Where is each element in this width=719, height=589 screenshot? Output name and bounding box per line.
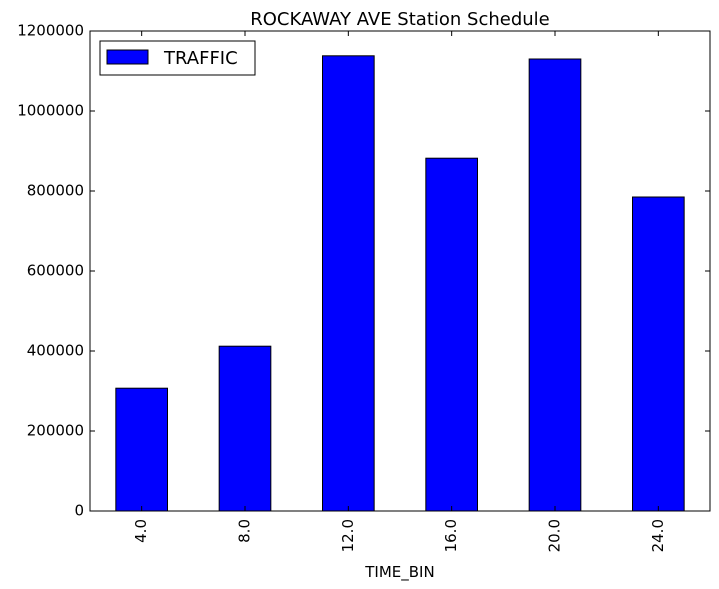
x-tick-label: 16.0: [442, 519, 460, 552]
bar-20.0: [528, 58, 582, 512]
y-tick-label: 200000: [27, 422, 84, 440]
legend-swatch: [106, 49, 149, 65]
y-axis: 0 200000 400000 600000 800000 1000000 1200000: [17, 22, 710, 520]
x-tick-label: 4.0: [132, 519, 150, 543]
y-tick-label: 600000: [27, 262, 84, 280]
x-tick-label: 8.0: [236, 519, 254, 543]
bar-4.0: [115, 387, 169, 512]
bar-24.0: [632, 196, 685, 512]
y-tick-label: 800000: [27, 182, 84, 200]
legend: TRAFFIC: [99, 40, 256, 76]
y-tick-label: 400000: [27, 342, 84, 360]
y-tick-label: 1200000: [17, 22, 84, 40]
y-tick-label: 0: [74, 502, 84, 520]
x-tick-label: 24.0: [649, 519, 667, 552]
plot-frame: [89, 30, 711, 512]
x-axis-label: TIME_BIN: [364, 563, 434, 582]
legend-label: TRAFFIC: [163, 48, 238, 69]
y-tick-label: 1000000: [17, 102, 84, 120]
x-tick-label: 20.0: [546, 519, 564, 552]
bars-group: [115, 55, 685, 512]
x-axis: 4.0 8.0 12.0 16.0 20.0 24.0: [132, 31, 667, 552]
chart-title: ROCKAWAY AVE Station Schedule: [250, 9, 550, 30]
x-tick-label: 12.0: [339, 519, 357, 552]
bar-12.0: [322, 55, 375, 512]
bar-16.0: [425, 157, 479, 512]
bar-8.0: [218, 345, 272, 512]
